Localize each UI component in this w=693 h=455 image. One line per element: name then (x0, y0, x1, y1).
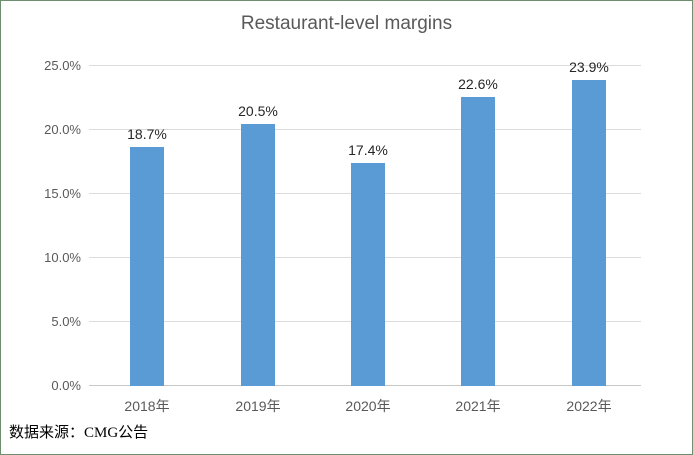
x-axis-category-label: 2020年 (345, 398, 391, 414)
bar-data-label: 23.9% (569, 59, 609, 75)
y-axis-tick-label: 0.0% (51, 378, 81, 393)
bar-2022年 (572, 80, 606, 386)
x-axis-category-label: 2021年 (455, 398, 501, 414)
bar-data-label: 20.5% (238, 103, 278, 119)
chart-title: Restaurant-level margins (240, 13, 453, 34)
y-axis-tick-label: 10.0% (44, 250, 81, 265)
bar-2019年 (241, 124, 275, 386)
plot-area: 0.0% 5.0% 10.0% 15.0% 20.0% 25.0% 18.7% 2018年 20… (44, 58, 641, 414)
y-axis-tick-label: 20.0% (44, 122, 81, 137)
source-note: 数据来源：CMG公告 (9, 425, 149, 441)
bar-data-label: 22.6% (458, 76, 498, 92)
bar-2018年 (130, 147, 164, 386)
bar-2020年 (351, 163, 385, 386)
y-gridline (89, 65, 641, 66)
y-axis-tick-label: 25.0% (44, 58, 81, 73)
x-axis-category-label: 2018年 (124, 398, 170, 414)
x-axis-category-label: 2019年 (235, 398, 281, 414)
y-axis-tick-label: 5.0% (51, 314, 81, 329)
bar-data-label: 18.7% (127, 126, 167, 142)
y-gridline (89, 129, 641, 130)
x-axis-category-label: 2022年 (566, 398, 612, 414)
bar-data-label: 17.4% (348, 142, 388, 158)
bar-2021年 (461, 97, 495, 386)
y-axis-tick-label: 15.0% (44, 186, 81, 201)
